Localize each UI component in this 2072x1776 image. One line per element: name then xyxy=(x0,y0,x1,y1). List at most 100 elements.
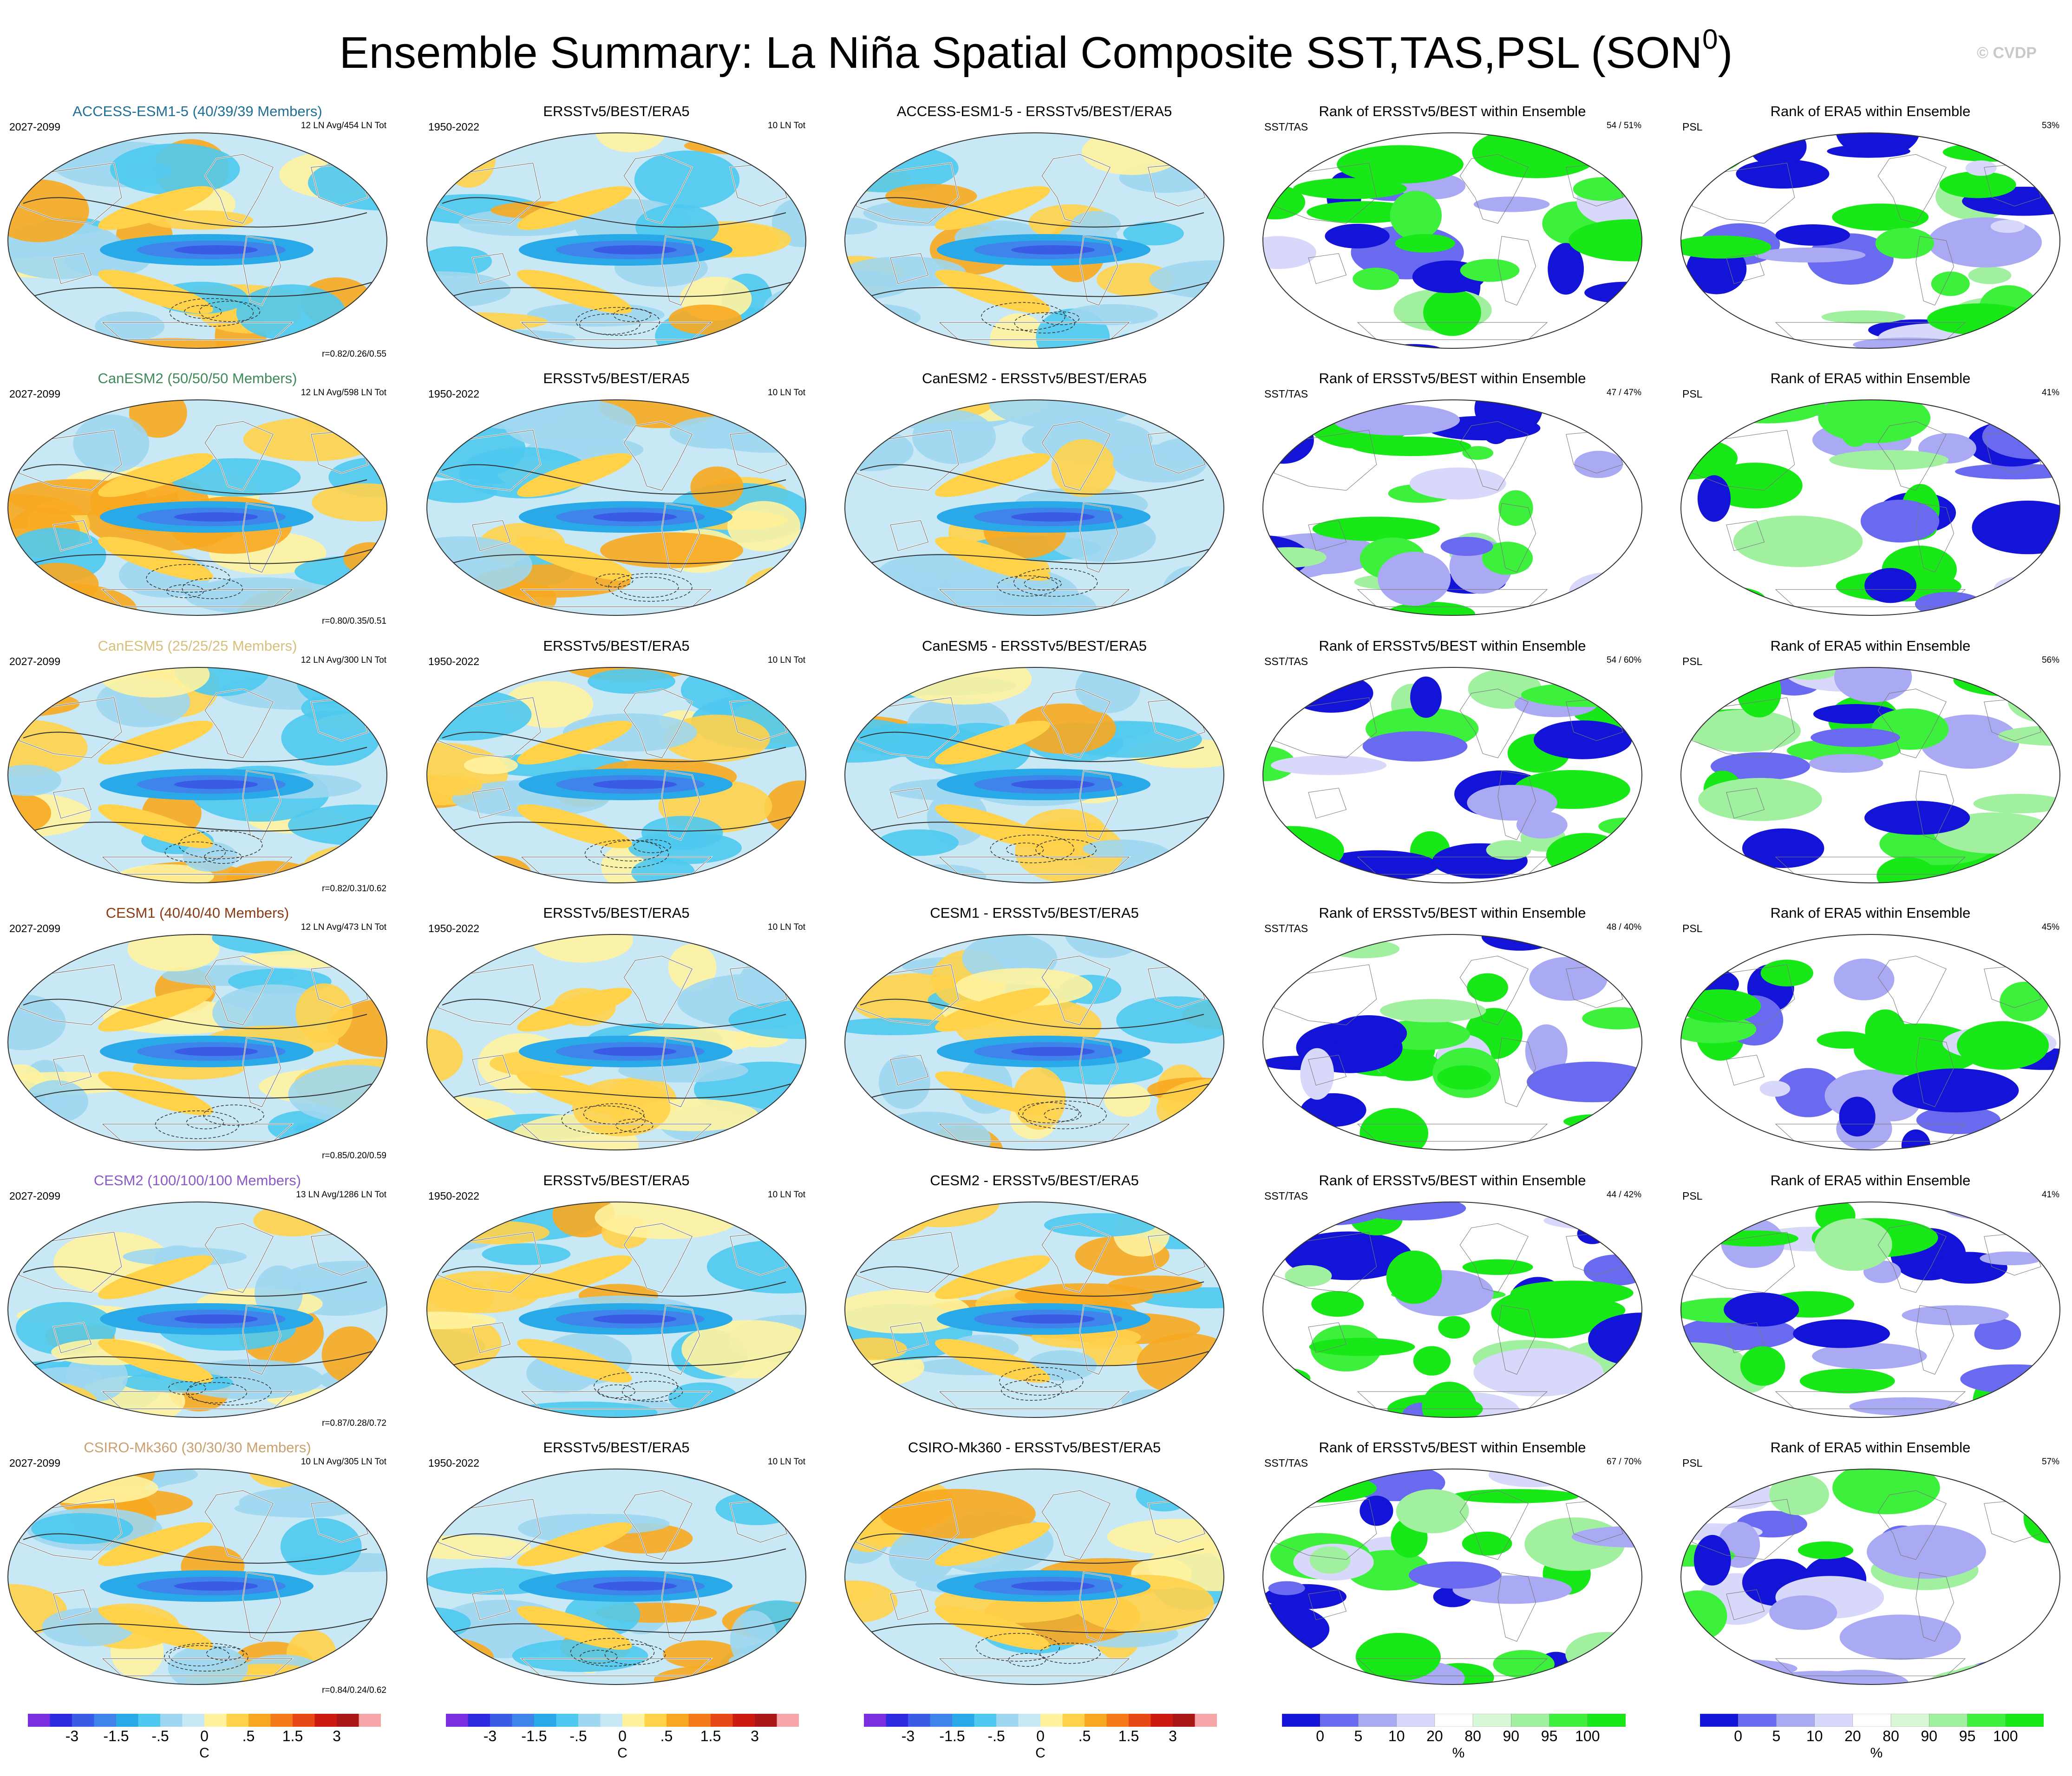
panel-csiro-mk360-rank-psl-map: Rank of ERA5 within Ensemble PSL 57% xyxy=(1678,1439,2063,1699)
colorbar-unit: C xyxy=(1035,1745,1046,1761)
colorbar-swatch xyxy=(1358,1714,1397,1727)
colorbar-swatch xyxy=(777,1714,799,1727)
colorbar-swatch xyxy=(468,1714,490,1727)
panel-left-label: SST/TAS xyxy=(1264,1190,1308,1202)
cvdp-watermark: © CVDP xyxy=(1977,44,2037,62)
panel-title: Rank of ERSSTv5/BEST within Ensemble xyxy=(1319,1439,1586,1456)
colorbar-tick-label: -3 xyxy=(483,1728,497,1744)
pattern-correlation: r=0.80/0.35/0.51 xyxy=(322,616,386,626)
colorbar-swatch xyxy=(1396,1714,1435,1727)
panel-title: ERSSTv5/BEST/ERA5 xyxy=(543,370,690,386)
panel-title: Rank of ERA5 within Ensemble xyxy=(1770,1172,1971,1188)
colorbar-tick-label: 10 xyxy=(1806,1728,1823,1744)
colorbar-unit: % xyxy=(1452,1745,1465,1761)
colorbar-tick-label: 20 xyxy=(1844,1728,1861,1744)
obs-map xyxy=(426,399,806,616)
colorbar-swatch xyxy=(1173,1714,1195,1727)
colorbar-tick-label: .5 xyxy=(242,1728,255,1744)
colorbar-swatch xyxy=(490,1714,512,1727)
panel-right-label: 67 / 70% xyxy=(1607,1457,1641,1467)
panel-csiro-mk360-model-map: CSIRO-Mk360 (30/30/30 Members) 2027-2099 1… xyxy=(5,1439,390,1699)
panel-left-label: PSL xyxy=(1682,1457,1703,1469)
colorbar-unit: C xyxy=(617,1745,627,1761)
colorbar-swatch xyxy=(1062,1714,1085,1727)
obs-map xyxy=(426,934,806,1150)
diff-map xyxy=(844,667,1224,883)
rank-sst-map xyxy=(1262,132,1642,349)
colorbar-tick-label: 100 xyxy=(1575,1728,1600,1744)
panel-right-label: 54 / 51% xyxy=(1607,121,1641,131)
colorbar-tick-label: 1.5 xyxy=(1118,1728,1139,1744)
pattern-correlation: r=0.84/0.24/0.62 xyxy=(322,1685,386,1695)
colorbar-swatch xyxy=(512,1714,535,1727)
panel-canesm2-diff-map: CanESM2 - ERSSTv5/BEST/ERA5 xyxy=(842,370,1227,630)
colorbar-tick-label: 0 xyxy=(200,1728,209,1744)
colorbar-swatch xyxy=(996,1714,1019,1727)
panel-left-label: SST/TAS xyxy=(1264,655,1308,667)
pattern-correlation: r=0.85/0.20/0.59 xyxy=(322,1151,386,1161)
anomaly-colorbar: -3 -1.5 -.5 0 .5 1.5 3 C xyxy=(28,1714,381,1769)
colorbar-swatch xyxy=(755,1714,777,1727)
colorbar-swatch xyxy=(974,1714,997,1727)
panel-left-label: PSL xyxy=(1682,1190,1703,1202)
panel-left-label: SST/TAS xyxy=(1264,388,1308,400)
colorbar-tick-label: 20 xyxy=(1426,1728,1443,1744)
colorbar-tick-label: 0 xyxy=(1316,1728,1325,1744)
rank-psl-map xyxy=(1680,399,2060,616)
colorbar-swatch xyxy=(204,1714,227,1727)
pattern-correlation: r=0.87/0.28/0.72 xyxy=(322,1418,386,1428)
colorbar-tick-label: 5 xyxy=(1354,1728,1363,1744)
panel-canesm2-obs-map: ERSSTv5/BEST/ERA5 1950-2022 10 LN Tot xyxy=(424,370,809,630)
colorbar-swatch xyxy=(1085,1714,1107,1727)
panel-left-label: 1950-2022 xyxy=(428,655,479,667)
rank-psl-map xyxy=(1680,1201,2060,1418)
panel-cesm2-model-map: CESM2 (100/100/100 Members) 2027-2099 13 L… xyxy=(5,1172,390,1432)
colorbar-swatch xyxy=(1150,1714,1173,1727)
colorbar-tick-label: -.5 xyxy=(987,1728,1005,1744)
panel-cesm1-diff-map: CESM1 - ERSSTv5/BEST/ERA5 xyxy=(842,905,1227,1165)
colorbar-swatch xyxy=(1018,1714,1041,1727)
panel-title: Rank of ERA5 within Ensemble xyxy=(1770,638,1971,654)
colorbar-tick-label: -.5 xyxy=(569,1728,587,1744)
panel-title: Rank of ERA5 within Ensemble xyxy=(1770,103,1971,119)
pattern-correlation: r=0.82/0.31/0.62 xyxy=(322,884,386,894)
colorbar-swatch xyxy=(1106,1714,1129,1727)
panel-cesm2-obs-map: ERSSTv5/BEST/ERA5 1950-2022 10 LN Tot xyxy=(424,1172,809,1432)
panel-title: CSIRO-Mk360 (30/30/30 Members) xyxy=(84,1439,311,1456)
rank-psl-map xyxy=(1680,1469,2060,1685)
colorbar-swatch xyxy=(359,1714,381,1727)
panel-title: CanESM2 (50/50/50 Members) xyxy=(98,370,297,386)
colorbar-swatch xyxy=(1511,1714,1550,1727)
colorbar-tick-label: -1.5 xyxy=(103,1728,129,1744)
colorbar-swatch xyxy=(1195,1714,1217,1727)
colorbar-swatch xyxy=(1282,1714,1320,1727)
colorbar-tick-label: -1.5 xyxy=(939,1728,965,1744)
colorbar-swatch xyxy=(952,1714,974,1727)
panel-title: ERSSTv5/BEST/ERA5 xyxy=(543,1172,690,1188)
panel-title: CanESM5 (25/25/25 Members) xyxy=(98,638,297,654)
rank-psl-map xyxy=(1680,934,2060,1150)
colorbar-tick-label: 1.5 xyxy=(282,1728,303,1744)
panel-cesm2-rank-psl-map: Rank of ERA5 within Ensemble PSL 41% xyxy=(1678,1172,2063,1432)
colorbar-swatch xyxy=(293,1714,315,1727)
panel-title: CESM1 - ERSSTv5/BEST/ERA5 xyxy=(930,905,1139,921)
panel-cesm1-model-map: CESM1 (40/40/40 Members) 2027-2099 12 LN A… xyxy=(5,905,390,1165)
panel-right-label: 47 / 47% xyxy=(1607,388,1641,398)
colorbar-swatch xyxy=(72,1714,94,1727)
panel-right-label: 12 LN Avg/454 LN Tot xyxy=(301,121,386,131)
colorbar-swatches xyxy=(864,1714,1217,1727)
diff-map xyxy=(844,1201,1224,1418)
panel-title: ERSSTv5/BEST/ERA5 xyxy=(543,1439,690,1456)
panel-title: ERSSTv5/BEST/ERA5 xyxy=(543,638,690,654)
panel-cesm2-rank-sst-map: Rank of ERSSTv5/BEST within Ensemble SST/… xyxy=(1260,1172,1645,1432)
colorbar-swatch xyxy=(1852,1714,1891,1727)
panel-csiro-mk360-diff-map: CSIRO-Mk360 - ERSSTv5/BEST/ERA5 xyxy=(842,1439,1227,1699)
colorbar-swatch xyxy=(622,1714,645,1727)
colorbar-tick-label: -3 xyxy=(901,1728,915,1744)
panel-right-label: 48 / 40% xyxy=(1607,922,1641,932)
colorbar-swatch xyxy=(270,1714,293,1727)
panel-left-label: 1950-2022 xyxy=(428,388,479,400)
obs-map xyxy=(426,1469,806,1685)
colorbar-swatch xyxy=(1776,1714,1815,1727)
panel-right-label: 10 LN Tot xyxy=(768,1190,805,1200)
